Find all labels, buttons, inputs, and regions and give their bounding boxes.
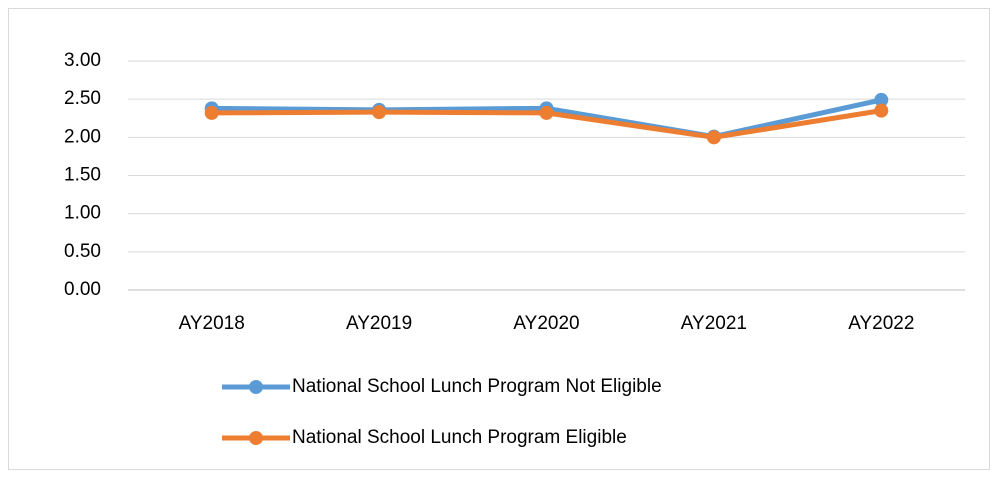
x-tick-label: AY2018 [179, 313, 245, 334]
legend-swatch-marker [249, 380, 263, 394]
y-tick-label: 1.00 [64, 203, 101, 224]
x-tick-label: AY2022 [848, 313, 914, 334]
legend-swatch-marker [249, 431, 263, 445]
y-tick-label: 1.50 [64, 165, 101, 186]
data-point [874, 92, 889, 107]
y-tick-label: 0.00 [64, 279, 101, 300]
data-point [706, 130, 721, 145]
chart-border [8, 8, 990, 470]
data-point [204, 105, 219, 120]
y-tick-label: 2.50 [64, 88, 101, 109]
data-point [874, 103, 889, 118]
data-point [539, 105, 554, 120]
x-tick-label: AY2019 [346, 313, 412, 334]
y-tick-label: 3.00 [64, 50, 101, 71]
legend-label: National School Lunch Program Eligible [292, 427, 627, 448]
y-tick-label: 2.00 [64, 126, 101, 147]
y-tick-label: 0.50 [64, 241, 101, 262]
x-tick-label: AY2020 [513, 313, 579, 334]
x-tick-label: AY2021 [681, 313, 747, 334]
data-point [372, 105, 387, 120]
legend-label: National School Lunch Program Not Eligib… [292, 376, 662, 397]
